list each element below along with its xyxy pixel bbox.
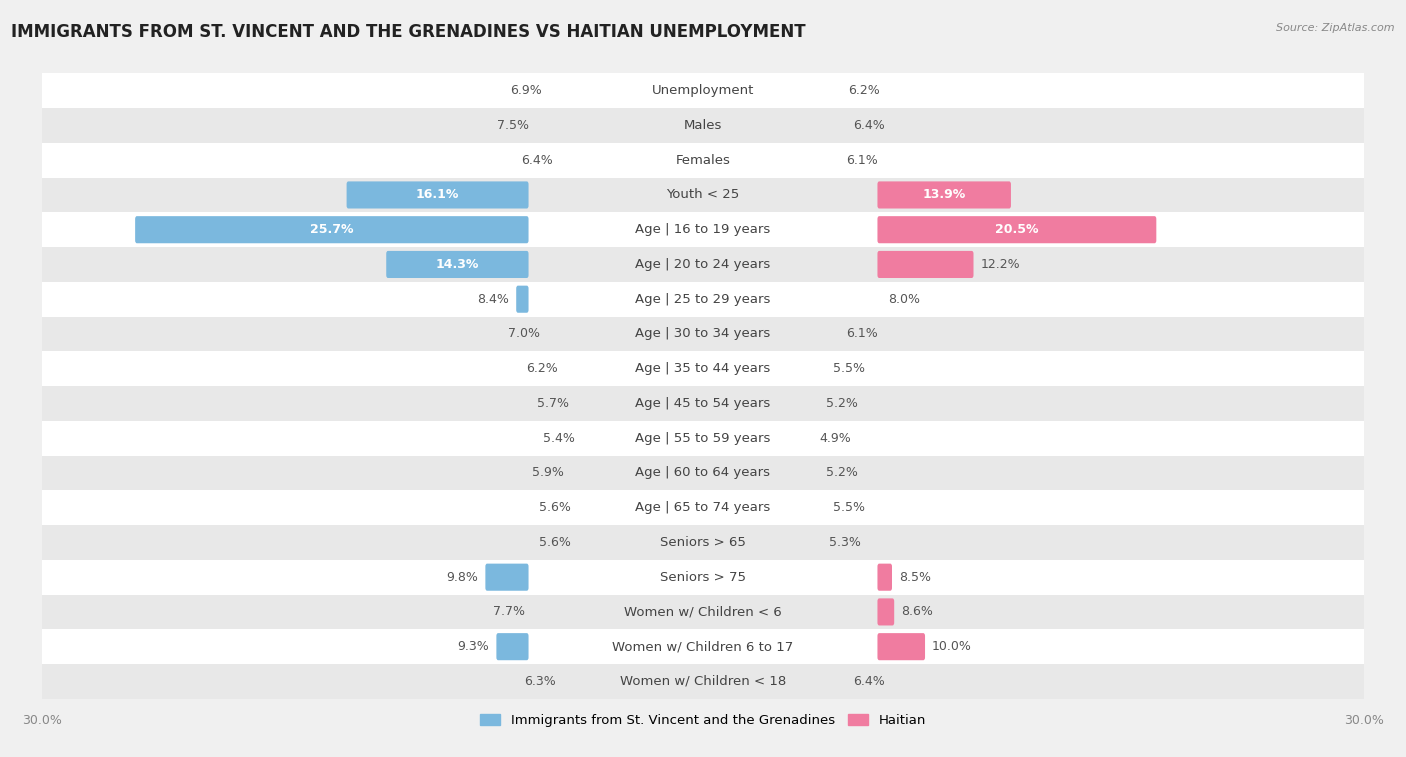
Text: 5.5%: 5.5% (832, 501, 865, 514)
Text: 7.0%: 7.0% (508, 328, 540, 341)
Text: Age | 60 to 64 years: Age | 60 to 64 years (636, 466, 770, 479)
Text: 5.6%: 5.6% (538, 501, 571, 514)
Bar (0, 525, 1406, 560)
Text: Males: Males (683, 119, 723, 132)
Text: 13.9%: 13.9% (922, 188, 966, 201)
Text: Seniors > 65: Seniors > 65 (659, 536, 747, 549)
Text: 7.5%: 7.5% (496, 119, 529, 132)
Text: Age | 35 to 44 years: Age | 35 to 44 years (636, 362, 770, 375)
Text: 8.5%: 8.5% (898, 571, 931, 584)
Text: 5.2%: 5.2% (827, 397, 858, 410)
FancyBboxPatch shape (516, 285, 529, 313)
Bar (0, 594, 1406, 629)
Text: 5.2%: 5.2% (827, 466, 858, 479)
Text: Youth < 25: Youth < 25 (666, 188, 740, 201)
Bar (0, 143, 1406, 178)
Bar (0, 178, 1406, 212)
Text: 6.4%: 6.4% (853, 119, 884, 132)
Text: Age | 55 to 59 years: Age | 55 to 59 years (636, 431, 770, 444)
Text: Source: ZipAtlas.com: Source: ZipAtlas.com (1277, 23, 1395, 33)
FancyBboxPatch shape (496, 633, 529, 660)
Text: 20.5%: 20.5% (995, 223, 1039, 236)
Text: 5.3%: 5.3% (828, 536, 860, 549)
Text: Age | 20 to 24 years: Age | 20 to 24 years (636, 258, 770, 271)
Text: 6.3%: 6.3% (523, 675, 555, 688)
Bar (0, 491, 1406, 525)
Text: 12.2%: 12.2% (980, 258, 1021, 271)
Text: 5.5%: 5.5% (832, 362, 865, 375)
FancyBboxPatch shape (387, 251, 529, 278)
Bar (0, 282, 1406, 316)
Text: 16.1%: 16.1% (416, 188, 460, 201)
Text: 8.4%: 8.4% (477, 293, 509, 306)
Text: Seniors > 75: Seniors > 75 (659, 571, 747, 584)
FancyBboxPatch shape (877, 564, 891, 590)
Text: Women w/ Children < 6: Women w/ Children < 6 (624, 606, 782, 618)
Bar (0, 664, 1406, 699)
Text: 5.4%: 5.4% (543, 431, 575, 444)
Text: 6.1%: 6.1% (846, 154, 877, 167)
Text: Age | 25 to 29 years: Age | 25 to 29 years (636, 293, 770, 306)
Text: Age | 45 to 54 years: Age | 45 to 54 years (636, 397, 770, 410)
Text: 6.4%: 6.4% (522, 154, 553, 167)
Text: 4.9%: 4.9% (820, 431, 852, 444)
Text: 6.1%: 6.1% (846, 328, 877, 341)
FancyBboxPatch shape (347, 182, 529, 208)
Text: Age | 30 to 34 years: Age | 30 to 34 years (636, 328, 770, 341)
Text: 10.0%: 10.0% (932, 640, 972, 653)
Text: 14.3%: 14.3% (436, 258, 479, 271)
Text: 6.2%: 6.2% (526, 362, 558, 375)
FancyBboxPatch shape (485, 564, 529, 590)
Text: Females: Females (675, 154, 731, 167)
Bar (0, 316, 1406, 351)
Text: Women w/ Children < 18: Women w/ Children < 18 (620, 675, 786, 688)
Text: IMMIGRANTS FROM ST. VINCENT AND THE GRENADINES VS HAITIAN UNEMPLOYMENT: IMMIGRANTS FROM ST. VINCENT AND THE GREN… (11, 23, 806, 41)
FancyBboxPatch shape (877, 633, 925, 660)
Text: 5.9%: 5.9% (533, 466, 564, 479)
Bar (0, 73, 1406, 108)
Text: 5.6%: 5.6% (538, 536, 571, 549)
FancyBboxPatch shape (877, 251, 973, 278)
Text: 9.3%: 9.3% (457, 640, 489, 653)
Bar (0, 421, 1406, 456)
Text: 7.7%: 7.7% (492, 606, 524, 618)
Text: Unemployment: Unemployment (652, 84, 754, 97)
Text: 8.6%: 8.6% (901, 606, 934, 618)
Text: Age | 16 to 19 years: Age | 16 to 19 years (636, 223, 770, 236)
Bar (0, 212, 1406, 247)
FancyBboxPatch shape (877, 217, 1156, 243)
FancyBboxPatch shape (135, 217, 529, 243)
Text: 6.4%: 6.4% (853, 675, 884, 688)
Bar (0, 560, 1406, 594)
Text: 25.7%: 25.7% (311, 223, 353, 236)
Text: 6.9%: 6.9% (510, 84, 543, 97)
Bar (0, 629, 1406, 664)
Bar (0, 386, 1406, 421)
Bar (0, 247, 1406, 282)
Text: Women w/ Children 6 to 17: Women w/ Children 6 to 17 (613, 640, 793, 653)
FancyBboxPatch shape (877, 598, 894, 625)
FancyBboxPatch shape (877, 182, 1011, 208)
Text: 9.8%: 9.8% (447, 571, 478, 584)
Bar (0, 351, 1406, 386)
Bar (0, 108, 1406, 143)
Bar (0, 456, 1406, 491)
Text: 5.7%: 5.7% (537, 397, 568, 410)
Text: Age | 65 to 74 years: Age | 65 to 74 years (636, 501, 770, 514)
Legend: Immigrants from St. Vincent and the Grenadines, Haitian: Immigrants from St. Vincent and the Gren… (475, 709, 931, 732)
Text: 8.0%: 8.0% (889, 293, 920, 306)
Text: 6.2%: 6.2% (848, 84, 880, 97)
